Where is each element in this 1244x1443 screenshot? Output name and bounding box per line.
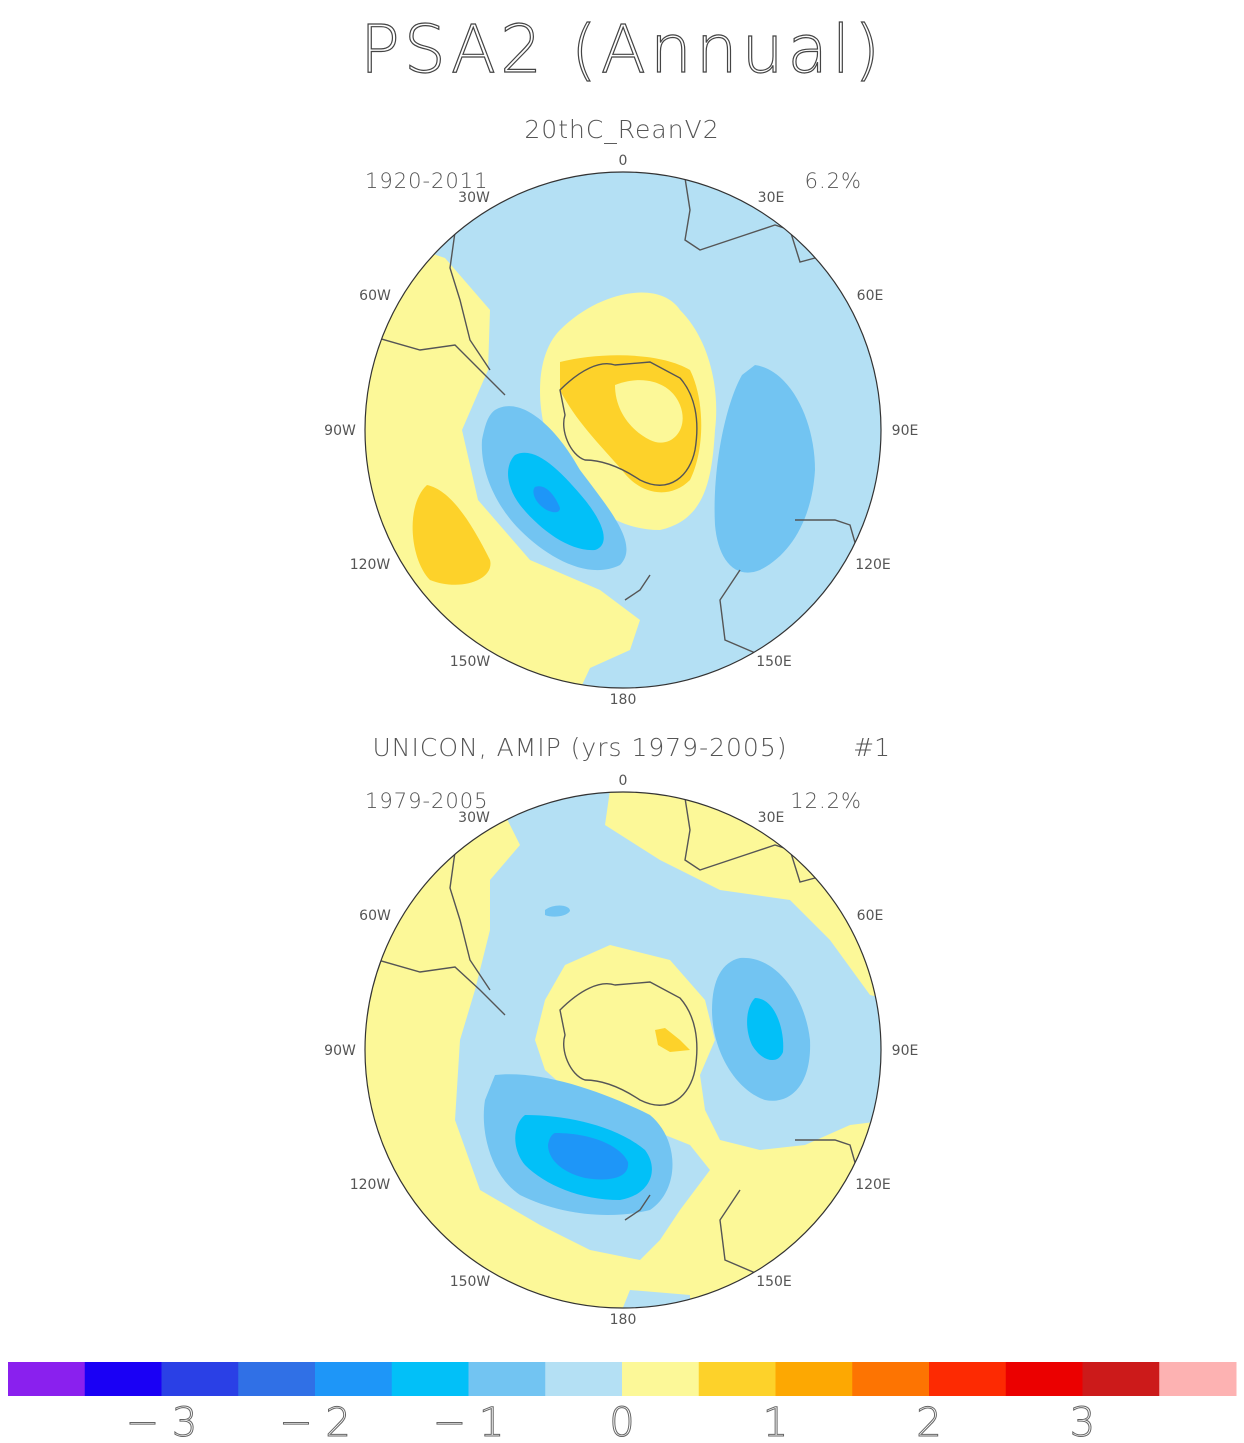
panel-2-boundary [364,791,882,1309]
colorbar-swatch [775,1362,853,1396]
panel-1-title: 20thC_ReanV2 [524,115,719,144]
panel-2-title: UNICON, AMIP (yrs 1979-2005) [373,733,788,762]
negative-region-east [714,365,815,573]
colorbar-tick-label: − 2 [279,1400,351,1443]
colorbar-swatch [391,1362,469,1396]
colorbar-tick-label: 3 [1070,1400,1095,1443]
panel-2-lon-labels: 0 30W 30E 60W 60E 90W 90E 120W 120E 150W… [324,773,918,1328]
negative-spot [545,905,570,917]
colorbar-swatch [1082,1362,1160,1396]
colorbar-swatch [622,1362,700,1396]
figure-title: PSA2 (Annual) [360,11,884,88]
colorbar-tick-label: − 1 [433,1400,505,1443]
lon-label-90w: 90W [324,1043,356,1059]
lon-label-90e: 90E [892,1043,919,1059]
lon-label-90w: 90W [324,423,356,439]
lon-label-30w: 30W [458,810,490,826]
positive-region [365,230,640,688]
lon-label-60w: 60W [359,288,391,304]
colorbar-swatch [315,1362,393,1396]
map-panel-2: UNICON, AMIP (yrs 1979-2005) #1 1979-200… [324,733,918,1328]
map-panel-1: 20thC_ReanV2 1920-2011 6.2% [324,115,918,708]
colorbar-labels: − 3 − 2 − 1 0 1 2 3 [125,1400,1096,1443]
positive-region-strong [412,485,491,585]
lon-label-60e: 60E [857,288,884,304]
panel-1-lon-labels: 0 30W 30E 60W 60E 90W 90E 120W 120E 150W… [324,153,918,708]
coastlines [377,177,861,656]
lon-label-90e: 90E [892,423,919,439]
panel-2-percent: 12.2% [790,789,862,813]
colorbar-swatch [545,1362,623,1396]
panel-2-years: 1979-2005 [365,789,488,813]
lon-label-150e: 150E [756,1274,792,1290]
panel-2-number: #1 [853,733,890,762]
colorbar-swatch [161,1362,239,1396]
colorbar-swatch [84,1362,162,1396]
colorbar-swatch [929,1362,1007,1396]
negative-region-core [533,486,560,513]
positive-region-center-weak [615,380,683,443]
colorbar-tick-label: 2 [916,1400,941,1443]
negative-region-core [548,1133,629,1180]
lon-label-120w: 120W [350,557,391,573]
colorbar-swatch [1005,1362,1083,1396]
negative-region-south [620,1290,690,1308]
colorbar-swatch [238,1362,316,1396]
lon-label-30e: 30E [758,190,785,206]
panel-1-percent: 6.2% [805,169,862,193]
panel-1-years: 1920-2011 [365,169,488,193]
colorbar-swatch [698,1362,776,1396]
colorbar-tick-label: 1 [763,1400,788,1443]
lon-label-30w: 30W [458,190,490,206]
colorbar-swatch [852,1362,930,1396]
lon-label-150w: 150W [450,1274,491,1290]
lon-label-150w: 150W [450,654,491,670]
colorbar-tick-label: − 3 [126,1400,198,1443]
colorbar-swatch [8,1362,86,1396]
negative-region-east-strong [747,998,784,1061]
lon-label-0: 0 [619,773,628,789]
lon-label-60w: 60W [359,908,391,924]
lon-label-0: 0 [619,153,628,169]
lon-label-120e: 120E [855,1177,891,1193]
colorbar-tick-label: 0 [609,1400,634,1443]
lon-label-120w: 120W [350,1177,391,1193]
panel-1-field [365,172,881,688]
lon-label-60e: 60E [857,908,884,924]
colorbar [8,1362,1237,1396]
panel-2-field [365,792,881,1308]
lon-label-120e: 120E [855,557,891,573]
colorbar-swatch [468,1362,546,1396]
lon-label-180: 180 [610,1312,637,1328]
lon-label-150e: 150E [756,654,792,670]
panel-1-boundary [364,171,882,689]
lon-label-180: 180 [610,692,637,708]
positive-spot [655,1028,690,1052]
lon-label-30e: 30E [758,810,785,826]
colorbar-swatch [1159,1362,1237,1396]
